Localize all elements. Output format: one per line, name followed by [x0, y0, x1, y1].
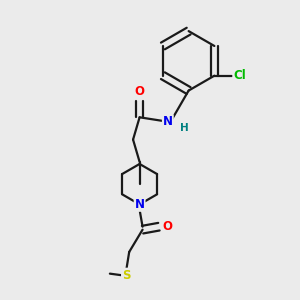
Text: O: O	[135, 85, 145, 98]
Text: O: O	[162, 220, 172, 233]
Text: N: N	[163, 115, 173, 128]
Text: S: S	[122, 268, 130, 282]
Text: N: N	[135, 198, 145, 211]
Text: Cl: Cl	[233, 69, 246, 82]
Text: H: H	[180, 123, 189, 133]
